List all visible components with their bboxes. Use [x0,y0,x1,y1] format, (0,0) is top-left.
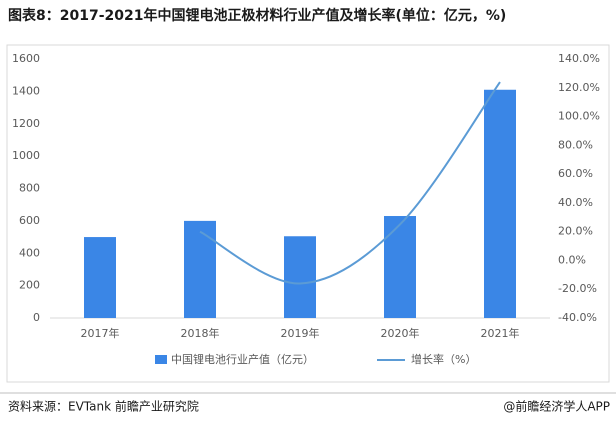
bar [384,216,416,318]
credit: @前瞻经济学人APP [503,399,610,414]
legend-swatch [155,355,167,364]
y-tick-label: 1600 [12,52,40,65]
y2-tick-label: 140.0% [558,52,600,65]
x-tick-label: 2021年 [481,326,520,340]
y2-tick-label: 100.0% [558,110,600,123]
y2-tick-label: 120.0% [558,81,600,94]
bar [484,89,516,318]
x-tick-label: 2017年 [81,326,120,340]
source: 资料来源：EVTank 前瞻产业研究院 [8,399,199,414]
y-tick-label: 0 [33,311,40,324]
legend-label: 中国锂电池行业产值（亿元） [171,352,314,366]
chart-frame [6,44,610,383]
chart-title: 图表8：2017-2021年中国锂电池正极材料行业产值及增长率(单位：亿元，%) [8,7,506,24]
y2-tick-label: 20.0% [558,225,593,238]
y2-tick-label: -20.0% [558,282,597,295]
legend-label: 增长率（%） [411,352,476,366]
x-tick-label: 2020年 [381,326,420,340]
y-tick-label: 200 [19,279,40,292]
x-tick-label: 2018年 [181,326,220,340]
growth-line [199,81,501,285]
x-tick-label: 2019年 [281,326,320,340]
y2-tick-label: 80.0% [558,138,593,151]
y2-tick-label: 60.0% [558,167,593,180]
y-tick-label: 1400 [12,84,40,97]
y2-tick-label: -40.0% [558,311,597,324]
y2-tick-label: 40.0% [558,196,593,209]
bar [84,237,116,318]
y-tick-label: 1000 [12,149,40,162]
y-tick-label: 800 [19,182,40,195]
bar [284,236,316,318]
y-tick-label: 1200 [12,117,40,130]
bar [184,220,216,318]
y-tick-label: 400 [19,246,40,259]
y-tick-label: 600 [19,214,40,227]
y2-tick-label: 0.0% [558,253,586,266]
